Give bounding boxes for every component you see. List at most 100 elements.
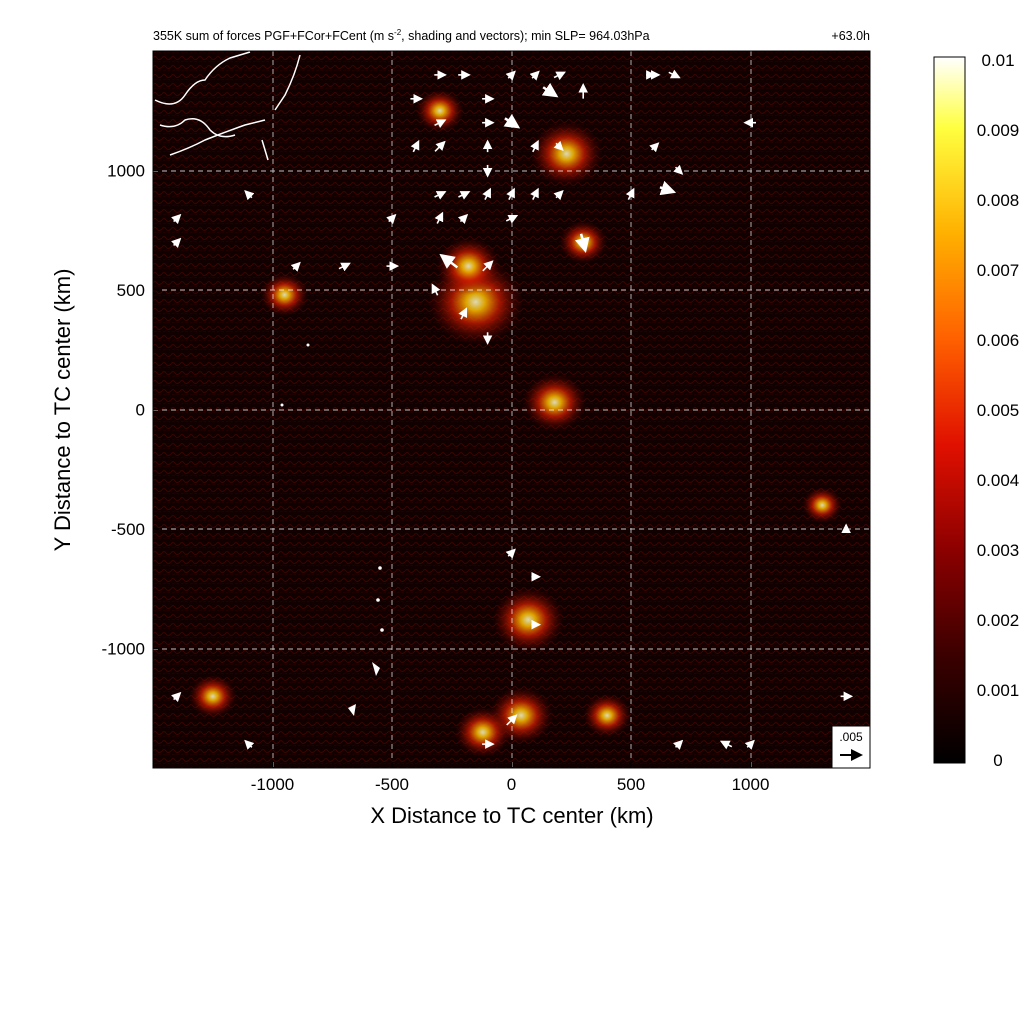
y-tick-label: 500: [117, 281, 145, 300]
island: [280, 403, 284, 407]
force-vector: [431, 283, 441, 296]
force-vector: [649, 142, 660, 153]
force-vector: [244, 739, 255, 750]
colorbar-ticks: 0.01 0.009 0.008 0.007 0.006 0.005 0.004 0.003 0…: [977, 51, 1020, 770]
force-vector: [338, 262, 351, 272]
heatmap-hotspot: [530, 121, 603, 187]
colorbar-tick-label: 0.001: [977, 681, 1020, 700]
force-vector: [482, 260, 494, 272]
force-vector: [457, 213, 469, 225]
force-vector: [505, 548, 516, 559]
force-vector: [744, 739, 755, 750]
force-vector: [574, 233, 590, 254]
reference-vector-bg: [831, 725, 871, 769]
x-ticks: -1000 -500 0 500 1000: [251, 762, 770, 794]
colorbar-tick-label: 0.009: [977, 121, 1020, 140]
x-axis-label: X Distance to TC center (km): [370, 803, 653, 828]
colorbar-tick-label: 0.006: [977, 331, 1020, 350]
heatmap-hotspot: [454, 706, 511, 758]
heatmap-darkening: [153, 51, 870, 768]
island: [306, 343, 310, 347]
colorbar-tick-label: 0.005: [977, 401, 1020, 420]
force-vector: [482, 187, 491, 200]
y-tick-label: -500: [111, 520, 145, 539]
force-vector: [506, 187, 515, 200]
island: [372, 662, 380, 676]
island-chain: [280, 343, 384, 716]
force-vector: [673, 739, 684, 750]
force-vector: [458, 191, 471, 200]
force-vector: [553, 71, 566, 81]
force-vector: [386, 213, 397, 225]
x-tick-label: 1000: [732, 775, 770, 794]
y-tick-label: 1000: [107, 162, 145, 181]
colorbar: 0.01 0.009 0.008 0.007 0.006 0.005 0.004 0.003 0…: [933, 51, 1020, 770]
heatmap-hotspot: [583, 693, 632, 738]
force-vector: [659, 180, 677, 196]
force-vectors: [171, 69, 854, 750]
grid-lines: [153, 51, 870, 768]
force-vector: [434, 119, 447, 128]
force-vector: [553, 190, 564, 201]
colorbar-tick-label: 0.002: [977, 611, 1020, 630]
force-vector: [530, 187, 539, 200]
force-vector: [506, 714, 518, 726]
force-vector: [434, 211, 444, 224]
island: [378, 566, 382, 570]
colorbar-tick-label: 0.008: [977, 191, 1020, 210]
heatmap-hotspot: [492, 587, 565, 653]
heatmap-hotspots: [188, 89, 843, 758]
chart-title: 355K sum of forces PGF+FCor+FCent (m s-2…: [153, 28, 650, 43]
force-vector: [458, 307, 468, 320]
force-vector: [505, 70, 516, 81]
island: [348, 704, 356, 716]
force-vector: [290, 261, 301, 272]
colorbar-tick-label: 0: [993, 751, 1002, 770]
force-vector: [434, 140, 446, 152]
force-vector: [244, 190, 255, 201]
reference-vector-box: .005: [831, 725, 871, 769]
force-vector: [171, 691, 182, 703]
colorbar-gradient: [933, 56, 966, 764]
force-vector: [505, 214, 519, 224]
island: [380, 628, 384, 632]
force-vector: [529, 70, 540, 81]
x-tick-label: 500: [617, 775, 645, 794]
x-tick-label: -500: [375, 775, 409, 794]
force-vector: [171, 213, 182, 225]
force-vector: [410, 139, 420, 153]
force-vector: [171, 237, 182, 248]
x-tick-label: 0: [507, 775, 516, 794]
force-vector: [673, 164, 684, 175]
force-vector: [553, 140, 564, 151]
force-vector: [503, 113, 521, 129]
y-tick-label: 0: [136, 401, 145, 420]
colorbar-tick-label: 0.004: [977, 471, 1020, 490]
reference-vector-label: .005: [839, 730, 863, 744]
heatmap-hotspot: [188, 674, 237, 718]
colorbar-tick-label: 0.01: [981, 51, 1014, 70]
plot-area: [153, 51, 870, 768]
heatmap-hotspot: [522, 373, 587, 432]
colorbar-tick-label: 0.003: [977, 541, 1020, 560]
heatmap-hotspot: [415, 89, 464, 133]
y-ticks: 1000 500 0 -500 -1000: [102, 162, 159, 659]
y-tick-label: -1000: [102, 640, 145, 659]
force-vector: [719, 740, 733, 750]
force-vector: [625, 187, 635, 200]
colorbar-tick-label: 0.007: [977, 261, 1020, 280]
force-vector: [668, 69, 681, 79]
coastline: [154, 51, 301, 161]
forecast-hour: +63.0h: [831, 29, 870, 43]
heatmap-hotspot: [436, 237, 501, 295]
y-axis: 1000 500 0 -500 -1000 Y Distance to TC cente…: [50, 162, 159, 659]
force-vector: [530, 139, 539, 153]
x-tick-label: -1000: [251, 775, 294, 794]
force-vector: [439, 253, 459, 269]
heatmap-hotspot: [802, 487, 843, 524]
x-axis: -1000 -500 0 500 1000 X Distance to TC cente…: [251, 762, 770, 828]
y-axis-label: Y Distance to TC center (km): [50, 269, 75, 552]
force-vector: [434, 191, 447, 200]
island: [376, 598, 380, 602]
